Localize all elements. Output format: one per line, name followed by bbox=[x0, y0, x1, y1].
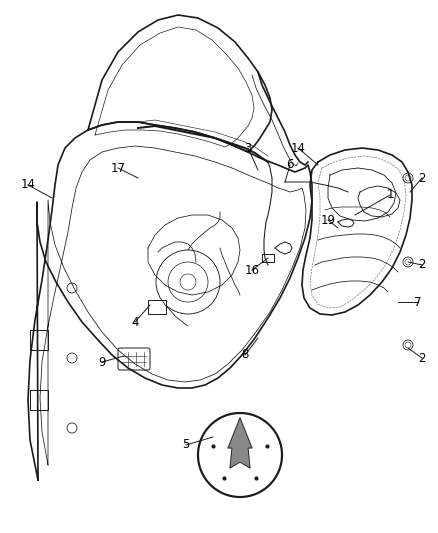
Bar bbox=[30, 330, 48, 350]
Text: 1: 1 bbox=[386, 189, 394, 201]
Text: 5: 5 bbox=[182, 439, 190, 451]
Text: 2: 2 bbox=[418, 172, 426, 184]
Bar bbox=[262, 254, 274, 262]
Text: 8: 8 bbox=[241, 349, 249, 361]
Text: 6: 6 bbox=[286, 158, 294, 172]
Text: 16: 16 bbox=[244, 263, 259, 277]
Text: 17: 17 bbox=[110, 161, 126, 174]
Text: 4: 4 bbox=[131, 316, 139, 328]
Bar bbox=[148, 300, 166, 314]
FancyBboxPatch shape bbox=[118, 348, 150, 370]
Text: 14: 14 bbox=[290, 141, 305, 155]
Text: 19: 19 bbox=[321, 214, 336, 227]
Text: 14: 14 bbox=[21, 179, 35, 191]
Text: 7: 7 bbox=[414, 295, 422, 309]
Text: 2: 2 bbox=[418, 351, 426, 365]
Bar bbox=[30, 390, 48, 410]
Text: 3: 3 bbox=[244, 141, 252, 155]
Text: 2: 2 bbox=[418, 259, 426, 271]
Text: 9: 9 bbox=[98, 356, 106, 368]
Polygon shape bbox=[228, 418, 252, 468]
